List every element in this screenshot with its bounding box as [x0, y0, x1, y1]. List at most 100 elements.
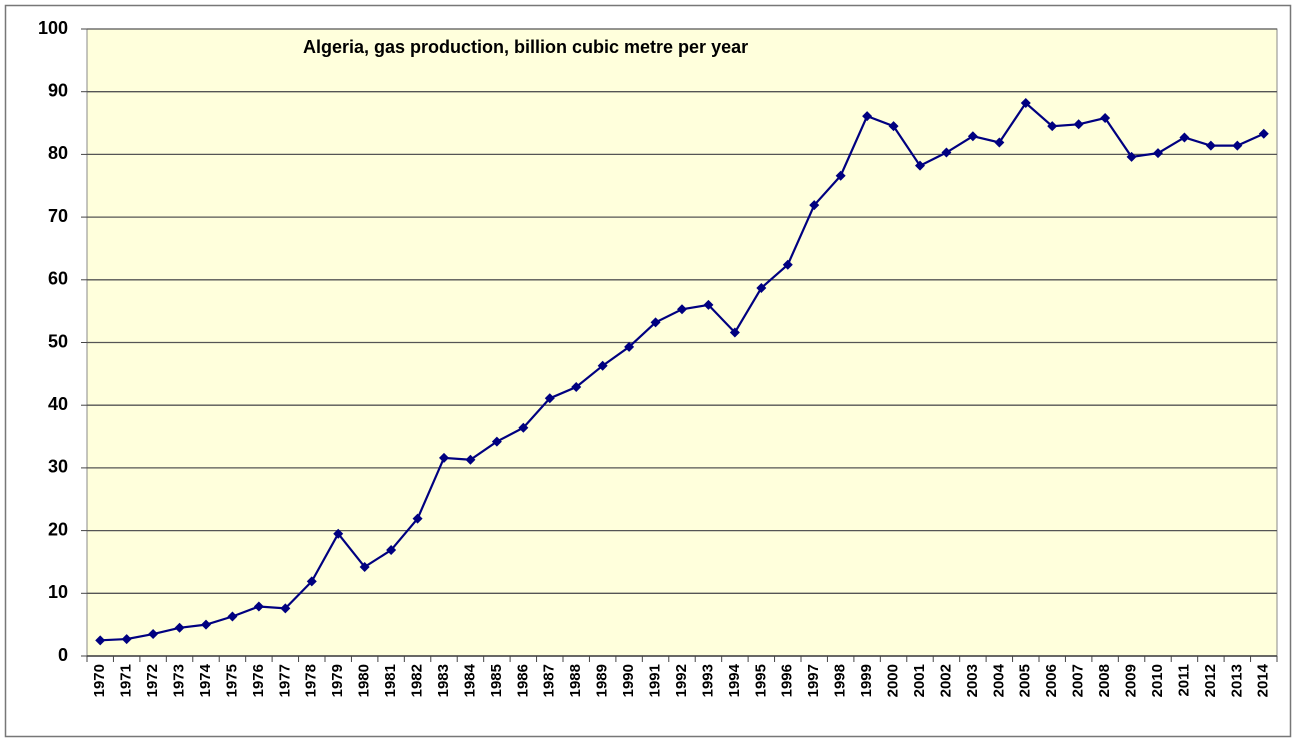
- x-tick-label: 1988: [567, 664, 584, 697]
- data-point: [809, 200, 820, 211]
- data-point: [915, 160, 925, 171]
- x-tick-label: 1994: [726, 663, 743, 697]
- x-tick-label: 2008: [1096, 664, 1113, 697]
- x-tick-label: 1991: [647, 664, 664, 697]
- data-point: [703, 299, 714, 310]
- x-tick-label: 2010: [1149, 664, 1166, 697]
- data-point: [1258, 128, 1269, 139]
- x-tick-label: 2001: [911, 664, 928, 697]
- y-tick-label: 60: [48, 269, 68, 289]
- x-tick-label: 1985: [488, 664, 505, 697]
- x-tick-label: 1993: [699, 664, 716, 697]
- data-point: [650, 317, 661, 328]
- x-tick-label: 1989: [594, 664, 611, 697]
- data-point: [174, 622, 185, 633]
- x-tick-label: 1977: [276, 664, 293, 697]
- y-tick-label: 0: [58, 645, 68, 665]
- data-point: [121, 634, 132, 645]
- x-tick-label: 1982: [409, 664, 426, 697]
- x-tick-label: 1987: [541, 664, 558, 697]
- x-tick-label: 1974: [197, 663, 214, 697]
- x-tick-label: 1995: [752, 664, 769, 697]
- x-tick-label: 1978: [303, 664, 320, 697]
- x-tick-label: 1972: [144, 664, 161, 697]
- x-tick-label: 2014: [1255, 663, 1272, 697]
- data-point: [1073, 119, 1084, 130]
- data-point: [597, 360, 608, 371]
- x-tick-label: 1996: [779, 664, 796, 697]
- data-point: [1100, 113, 1111, 124]
- data-point: [306, 576, 317, 587]
- x-tick-label: 1986: [514, 664, 531, 697]
- x-tick-label: 2002: [937, 664, 954, 697]
- y-tick-label: 20: [48, 519, 68, 539]
- x-tick-label: 2003: [964, 664, 981, 697]
- data-point: [888, 121, 899, 132]
- x-tick-label: 1990: [620, 664, 637, 697]
- data-point: [862, 111, 873, 122]
- y-tick-label: 10: [48, 582, 68, 602]
- x-tick-label: 1971: [118, 664, 135, 697]
- y-tick-label: 40: [48, 394, 68, 414]
- data-point: [835, 170, 846, 181]
- x-tick-label: 2000: [885, 664, 902, 697]
- x-tick-label: 2009: [1123, 664, 1140, 697]
- data-point: [95, 635, 106, 646]
- x-tick-label: 1992: [673, 664, 690, 697]
- data-point: [1153, 148, 1163, 159]
- x-tick-label: 2006: [1043, 664, 1060, 697]
- data-point: [756, 282, 767, 293]
- x-tick-label: 1999: [858, 664, 875, 697]
- x-tick-label: 1981: [382, 664, 399, 697]
- data-point: [967, 131, 978, 142]
- data-point: [571, 382, 582, 393]
- chart-title: Algeria, gas production, billion cubic m…: [303, 37, 748, 57]
- data-point: [359, 561, 370, 572]
- x-tick-label: 2007: [1070, 664, 1087, 697]
- y-tick-label: 90: [48, 80, 68, 100]
- x-tick-label: 2012: [1202, 664, 1219, 697]
- x-tick-label: 1975: [223, 664, 240, 697]
- data-point: [624, 341, 635, 352]
- data-point: [941, 147, 952, 158]
- data-point: [544, 393, 555, 404]
- data-point: [729, 327, 740, 338]
- data-point: [201, 619, 211, 630]
- x-tick-label: 1980: [356, 664, 373, 697]
- x-tick-label: 2004: [990, 663, 1007, 697]
- data-point: [280, 603, 291, 614]
- data-point: [994, 137, 1005, 148]
- data-point: [386, 545, 397, 556]
- y-tick-label: 50: [48, 331, 68, 351]
- data-point: [491, 436, 502, 447]
- data-point: [1179, 132, 1190, 143]
- data-point: [148, 629, 159, 640]
- x-tick-label: 1979: [329, 664, 346, 697]
- data-point: [518, 422, 529, 433]
- data-point: [677, 304, 687, 315]
- data-point: [333, 528, 344, 539]
- x-tick-label: 1997: [805, 664, 822, 697]
- data-point: [1020, 97, 1031, 108]
- x-tick-label: 2005: [1017, 664, 1034, 697]
- x-tick-label: 2013: [1228, 664, 1245, 697]
- x-tick-label: 1984: [461, 663, 478, 697]
- data-point: [465, 454, 476, 465]
- x-tick-label: 1983: [435, 664, 452, 697]
- x-tick-label: 1970: [91, 664, 108, 697]
- data-point: [1047, 121, 1058, 132]
- data-point: [227, 611, 238, 622]
- data-point: [253, 601, 264, 612]
- data-point: [1126, 151, 1137, 162]
- data-point: [439, 452, 449, 463]
- y-tick-label: 70: [48, 206, 68, 226]
- data-point: [782, 259, 793, 270]
- x-tick-label: 1976: [250, 664, 267, 697]
- data-point: [1232, 140, 1243, 151]
- data-point: [1205, 140, 1216, 151]
- y-tick-label: 100: [38, 18, 68, 38]
- x-tick-label: 1973: [171, 664, 188, 697]
- y-tick-label: 80: [48, 143, 68, 163]
- x-tick-label: 2011: [1175, 664, 1192, 697]
- data-point: [412, 513, 423, 524]
